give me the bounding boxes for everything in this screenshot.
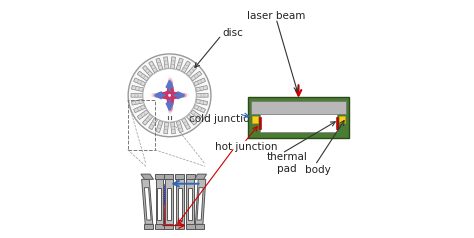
Polygon shape [182, 61, 191, 73]
Text: body: body [305, 165, 330, 175]
Bar [195, 224, 204, 228]
Bar [251, 101, 346, 114]
Polygon shape [131, 85, 144, 91]
Polygon shape [176, 58, 183, 70]
Polygon shape [156, 121, 163, 133]
Polygon shape [171, 122, 175, 134]
Polygon shape [175, 174, 184, 179]
Polygon shape [195, 179, 206, 224]
Polygon shape [196, 99, 208, 105]
Polygon shape [164, 122, 169, 134]
Polygon shape [171, 57, 175, 69]
Polygon shape [134, 78, 146, 86]
Polygon shape [176, 121, 183, 133]
Polygon shape [156, 58, 163, 70]
Text: disc: disc [223, 28, 244, 38]
Polygon shape [142, 179, 153, 224]
Polygon shape [149, 61, 157, 73]
Polygon shape [155, 179, 163, 224]
Polygon shape [142, 65, 153, 76]
Polygon shape [196, 85, 208, 91]
Polygon shape [155, 174, 164, 179]
Bar [128, 100, 155, 150]
Polygon shape [167, 188, 171, 220]
Polygon shape [188, 188, 192, 220]
Bar [336, 117, 338, 129]
Circle shape [168, 94, 171, 97]
Polygon shape [197, 188, 203, 220]
Bar [145, 224, 154, 228]
Polygon shape [134, 105, 146, 113]
Polygon shape [182, 118, 191, 130]
Polygon shape [191, 71, 202, 81]
Text: cold junction: cold junction [189, 114, 256, 124]
Bar [260, 114, 337, 132]
Bar [339, 116, 346, 124]
Text: thermal
pad: thermal pad [266, 152, 307, 174]
Circle shape [143, 69, 196, 122]
Polygon shape [193, 105, 206, 113]
Polygon shape [197, 94, 208, 97]
Polygon shape [149, 118, 157, 130]
Polygon shape [186, 65, 197, 76]
Bar [259, 117, 261, 129]
Polygon shape [186, 114, 197, 125]
Bar [155, 224, 164, 228]
Polygon shape [137, 110, 149, 119]
Bar [175, 224, 184, 228]
Polygon shape [191, 110, 202, 119]
Polygon shape [165, 179, 173, 224]
Polygon shape [164, 57, 169, 69]
Polygon shape [141, 174, 154, 179]
Polygon shape [131, 94, 142, 97]
Text: hot junction: hot junction [215, 142, 278, 152]
Polygon shape [137, 71, 149, 81]
Polygon shape [145, 188, 151, 220]
Polygon shape [164, 174, 173, 179]
Polygon shape [193, 78, 206, 86]
Bar [164, 224, 173, 228]
Bar [247, 97, 349, 138]
Polygon shape [178, 188, 182, 220]
Polygon shape [142, 114, 153, 125]
Bar [186, 224, 195, 228]
Text: laser beam: laser beam [247, 11, 305, 21]
Polygon shape [195, 174, 207, 179]
Polygon shape [176, 179, 183, 224]
Polygon shape [131, 99, 144, 105]
Polygon shape [186, 174, 195, 179]
Polygon shape [186, 179, 194, 224]
Circle shape [128, 54, 211, 137]
Polygon shape [157, 188, 162, 220]
Bar [252, 116, 258, 124]
